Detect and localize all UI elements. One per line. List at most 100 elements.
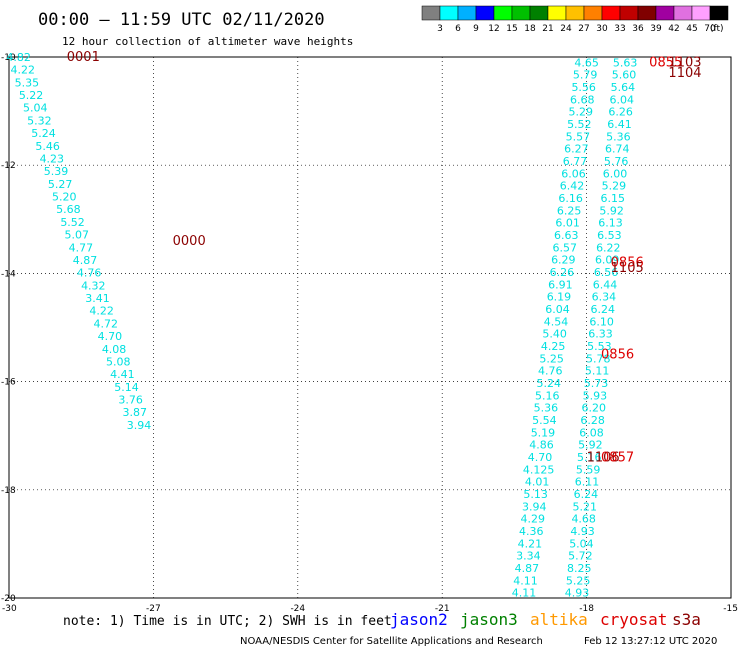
wave-height-label: 5.40 [542, 328, 567, 341]
wave-height-label: 3.94 [127, 419, 152, 432]
wave-height-label: 6.77 [563, 155, 588, 168]
wave-height-label: 6.33 [588, 328, 613, 341]
wave-height-label: 6.26 [550, 266, 575, 279]
colorbar-swatch [655, 5, 675, 21]
wave-height-label: 6.42 [560, 180, 585, 193]
time-label: 0000 [173, 234, 206, 249]
wave-height-label: 4.11 [512, 587, 537, 600]
wave-height-label: 6.04 [609, 93, 634, 106]
wave-height-label: 4.22 [11, 64, 36, 77]
x-tick-label: -18 [579, 604, 594, 614]
satellite-legend: jason2 jason3 altika cryosat s3a [390, 610, 701, 629]
colorbar-label: 18 [524, 24, 536, 34]
wave-height-label: 5.13 [523, 488, 548, 501]
colorbar-swatch [529, 5, 549, 21]
satellite-legend-item: altika [530, 610, 588, 629]
colorbar-swatch [439, 5, 459, 21]
wave-height-label: 4.93 [565, 587, 590, 600]
wave-height-label: 5.68 [56, 203, 81, 216]
wave-height-label: 5.21 [573, 500, 598, 513]
wave-height-label: 4.36 [519, 525, 544, 538]
y-tick-label: -18 [1, 486, 16, 496]
colorbar-unit: (ft) [710, 24, 724, 34]
wave-height-label: 5.36 [606, 130, 631, 143]
wave-height-label: 6.53 [597, 229, 622, 242]
time-label: 0856 [611, 256, 644, 271]
wave-height-label: 6.09 [595, 254, 620, 267]
wave-height-label: 8.25 [567, 562, 592, 575]
colorbar-swatch [421, 5, 441, 21]
wave-height-label: 6.41 [607, 118, 632, 131]
wave-height-label: 4.32 [81, 279, 106, 292]
colorbar-label: 6 [455, 24, 461, 34]
wave-height-label: 4.54 [544, 315, 569, 328]
colorbar-legend: 3 6 9 12 15 18 21 24 27 30 33 36 39 42 45 70 [421, 5, 729, 34]
wave-height-label: 6.28 [580, 414, 605, 427]
wave-height-label: 5.39 [44, 165, 69, 178]
colorbar-label: 45 [686, 24, 697, 34]
footer-credit: NOAA/NESDIS Center for Satellite Applica… [240, 636, 543, 647]
wave-height-label: 4.72 [94, 317, 119, 330]
wave-height-label: 6.00 [603, 167, 628, 180]
colorbar-swatch [475, 5, 495, 21]
wave-height-label: 4.22 [89, 305, 114, 318]
colorbar-label: 36 [632, 24, 644, 34]
time-label: 1103 [668, 55, 701, 70]
wave-height-label: 3.41 [85, 292, 110, 305]
wave-height-label: 5.46 [35, 140, 60, 153]
wave-height-label: 5.27 [48, 178, 73, 191]
satellite-legend-item: cryosat [600, 610, 667, 629]
wave-height-label: 4.86 [529, 439, 554, 452]
y-tick-label: -14 [1, 269, 16, 279]
axis-ticks: -30 -27 -24 -21 -18 -15 -10 -12 -14 -16 -18 -20 [1, 53, 738, 614]
wave-height-label: 6.10 [589, 315, 614, 328]
colorbar-swatch [547, 5, 567, 21]
y-tick-label: -10 [1, 53, 16, 63]
colorbar-label: 42 [668, 24, 679, 34]
wave-height-label: 6.06 [561, 167, 586, 180]
satellite-legend-item: jason3 [460, 610, 518, 629]
colorbar-swatch [709, 5, 729, 21]
wave-height-tracks: 4.824.225.355.225.045.325.245.464.235.39… [6, 51, 637, 600]
colorbar-swatch [673, 5, 693, 21]
footer-note: note: 1) Time is in UTC; 2) SWH is in fe… [63, 614, 392, 629]
colorbar-swatch [637, 5, 657, 21]
wave-height-label: 6.26 [608, 106, 633, 119]
x-tick-label: -15 [723, 604, 738, 614]
colorbar-label: 27 [578, 24, 589, 34]
wave-height-label: 4.23 [40, 152, 65, 165]
chart-subtitle: 12 hour collection of altimeter wave hei… [62, 35, 353, 48]
wave-height-label: 6.13 [598, 217, 623, 230]
wave-height-label: 6.11 [575, 476, 600, 489]
y-tick-label: -12 [1, 161, 16, 171]
wave-height-label: 6.22 [596, 241, 621, 254]
wave-height-label: 5.78 [586, 352, 611, 365]
wave-height-label: 5.16 [535, 389, 560, 402]
wave-height-label: 5.14 [114, 381, 139, 394]
wave-height-label: 4.70 [98, 330, 123, 343]
wave-height-label: 4.65 [574, 56, 599, 69]
footer-timestamp: Feb 12 13:27:12 UTC 2020 [584, 636, 717, 647]
wave-height-label: 5.36 [534, 402, 559, 415]
wave-height-label: 4.87 [515, 562, 540, 575]
wave-height-label: 6.19 [547, 291, 572, 304]
wave-height-label: 6.57 [553, 241, 578, 254]
wave-height-label: 5.92 [599, 204, 624, 217]
time-label: 1106 [587, 450, 620, 465]
wave-height-label: 4.93 [570, 525, 595, 538]
chart-title: 00:00 – 11:59 UTC 02/11/2020 [38, 10, 325, 30]
wave-height-label: 6.25 [557, 204, 582, 217]
wave-height-label: 4.125 [523, 463, 555, 476]
wave-height-label: 5.32 [27, 114, 52, 127]
wave-height-label: 3.87 [123, 406, 148, 419]
wave-height-label: 5.53 [587, 340, 612, 353]
colorbar-label: 15 [506, 24, 517, 34]
wave-height-label: 5.76 [604, 155, 629, 168]
wave-height-label: 3.34 [516, 550, 541, 563]
colorbar-label: 39 [650, 24, 662, 34]
wave-height-label: 5.08 [106, 355, 131, 368]
wave-height-label: 4.01 [525, 476, 550, 489]
wave-height-label: 5.19 [531, 426, 556, 439]
